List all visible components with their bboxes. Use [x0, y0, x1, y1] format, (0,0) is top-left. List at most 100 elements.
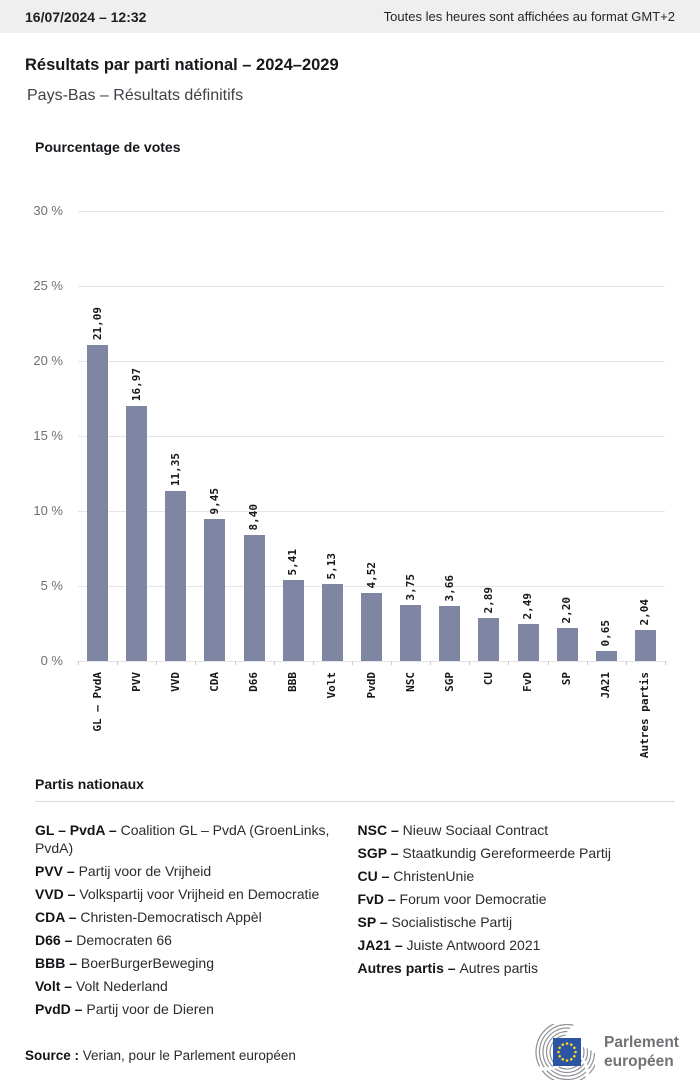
bar-value-label: 2,89 — [481, 586, 495, 614]
data-bar — [634, 630, 656, 661]
legend-item-abbr: CDA – — [35, 909, 81, 925]
x-axis-tick — [508, 661, 510, 665]
data-bar — [243, 535, 265, 661]
y-tick-label: 5 % — [40, 578, 63, 593]
y-tick-label: 20 % — [33, 353, 63, 368]
data-bar — [556, 628, 578, 661]
x-axis-tick — [625, 661, 627, 665]
x-category-label: CU — [481, 672, 495, 686]
legend-item-abbr: CU – — [357, 868, 394, 884]
legend-item: CDA – Christen-Democratisch Appèl — [35, 909, 262, 925]
source-value: Verian, pour le Parlement européen — [82, 1048, 296, 1063]
data-bar — [165, 491, 187, 661]
x-category-label: D66 — [247, 672, 261, 692]
bar-value-label: 2,04 — [638, 598, 652, 626]
bar-value-label: 2,49 — [521, 592, 535, 620]
legend-item-abbr: SGP – — [357, 845, 403, 861]
legend-item-abbr: PVV – — [35, 863, 79, 879]
legend-item: BBB – BoerBurgerBeweging — [35, 955, 214, 971]
x-axis-tick — [78, 661, 79, 665]
x-category-label: JA21 — [599, 672, 613, 699]
y-tick-label: 15 % — [33, 428, 63, 443]
data-bar — [361, 593, 382, 661]
data-bar — [400, 605, 422, 661]
data-bar — [478, 618, 500, 661]
legend-column: GL – PvdA – Coalition GL – PvdA (GroenLi… — [35, 821, 358, 1023]
x-category-label: Volt — [325, 672, 339, 699]
x-axis-tick — [391, 661, 393, 665]
bar-chart: 0 % 5 % 10 % 15 % 20 % 25 % 30 % 21,09 GL – PvdA… — [0, 180, 700, 770]
ep-hemicycle-icon — [535, 1024, 595, 1080]
timezone-note: Toutes les heures sont affichées au form… — [383, 9, 675, 24]
data-bar — [282, 580, 304, 661]
bar-value-label: 3,75 — [403, 573, 417, 601]
x-category-label: NSC — [403, 672, 417, 692]
legend-item-abbr: Autres partis – — [357, 960, 460, 976]
y-tick-label: 0 % — [40, 653, 63, 668]
bar-value-label: 21,09 — [90, 306, 104, 340]
y-gridline — [78, 586, 665, 587]
data-bar — [439, 606, 461, 661]
x-category-label: VVD — [168, 672, 182, 692]
party-legend: GL – PvdA – Coalition GL – PvdA (GroenLi… — [35, 821, 680, 1023]
bar-value-label: 5,41 — [286, 548, 300, 576]
x-axis-tick — [469, 661, 471, 665]
x-category-label: BBB — [286, 672, 300, 692]
data-bar — [204, 519, 226, 661]
y-gridline — [78, 436, 665, 437]
y-tick-label: 30 % — [33, 203, 63, 218]
legend-item-abbr: PvdD – — [35, 1001, 87, 1017]
ep-logo-line2: européen — [604, 1053, 674, 1070]
bar-value-label: 9,45 — [207, 487, 221, 515]
x-axis-tick — [430, 661, 432, 665]
legend-item: Autres partis – Autres partis — [357, 960, 539, 976]
x-axis-tick — [195, 661, 197, 665]
x-category-label: PvdD — [364, 672, 378, 699]
legend-item: Volt – Volt Nederland — [35, 978, 168, 994]
legend-divider — [35, 801, 675, 802]
legend-item: VVD – Volkspartij voor Vrijheid en Democ… — [35, 886, 320, 902]
x-category-label: PVV — [129, 672, 143, 692]
data-bar — [595, 651, 617, 661]
x-axis-tick — [156, 661, 158, 665]
source-label: Source : — [25, 1048, 80, 1063]
bar-value-label: 3,66 — [442, 574, 456, 602]
x-axis-tick — [586, 661, 588, 665]
legend-item-abbr: GL – PvdA – — [35, 822, 121, 838]
legend-item-abbr: Volt – — [35, 978, 76, 994]
legend-item: PVV – Partij voor de Vrijheid — [35, 863, 212, 879]
x-axis-tick — [351, 661, 353, 665]
chart-title: Pourcentage de votes — [35, 139, 181, 155]
y-tick-label: 10 % — [33, 503, 63, 518]
x-category-label: CDA — [207, 672, 221, 692]
x-category-label: Autres partis — [638, 672, 652, 759]
legend-item: SGP – Staatkundig Gereformeerde Partij — [357, 845, 611, 861]
data-bar — [321, 584, 343, 661]
legend-column: NSC – Nieuw Sociaal Contract SGP – Staatk… — [358, 821, 681, 1023]
page-subtitle: Pays-Bas – Résultats définitifs — [27, 87, 244, 104]
bar-value-label: 2,20 — [560, 596, 574, 624]
bar-value-label: 5,13 — [325, 552, 339, 580]
legend-item: JA21 – Juiste Antwoord 2021 — [357, 937, 541, 953]
legend-item: CU – ChristenUnie — [357, 868, 475, 884]
bar-value-label: 16,97 — [129, 367, 143, 401]
ep-logo-text: Parlement européen — [604, 1033, 679, 1071]
x-axis-tick — [234, 661, 236, 665]
legend-item: GL – PvdA – Coalition GL – PvdA (GroenLi… — [35, 822, 330, 856]
x-category-label: GL – PvdA — [90, 672, 104, 732]
y-gridline — [78, 211, 665, 212]
legend-item-abbr: JA21 – — [357, 937, 407, 953]
y-tick-label: 25 % — [33, 278, 63, 293]
bar-value-label: 0,65 — [599, 619, 613, 647]
legend-item: SP – Socialistische Partij — [357, 914, 513, 930]
data-bar — [126, 406, 148, 661]
y-gridline — [78, 361, 665, 362]
legend-item-abbr: VVD – — [35, 886, 80, 902]
bar-value-label: 11,35 — [168, 452, 182, 486]
legend-item-abbr: SP – — [357, 914, 392, 930]
legend-item: D66 – Democraten 66 — [35, 932, 172, 948]
y-gridline — [78, 661, 665, 662]
legend-item: PvdD – Partij voor de Dieren — [35, 1001, 214, 1017]
x-axis-tick — [312, 661, 314, 665]
x-category-label: SGP — [442, 672, 456, 692]
